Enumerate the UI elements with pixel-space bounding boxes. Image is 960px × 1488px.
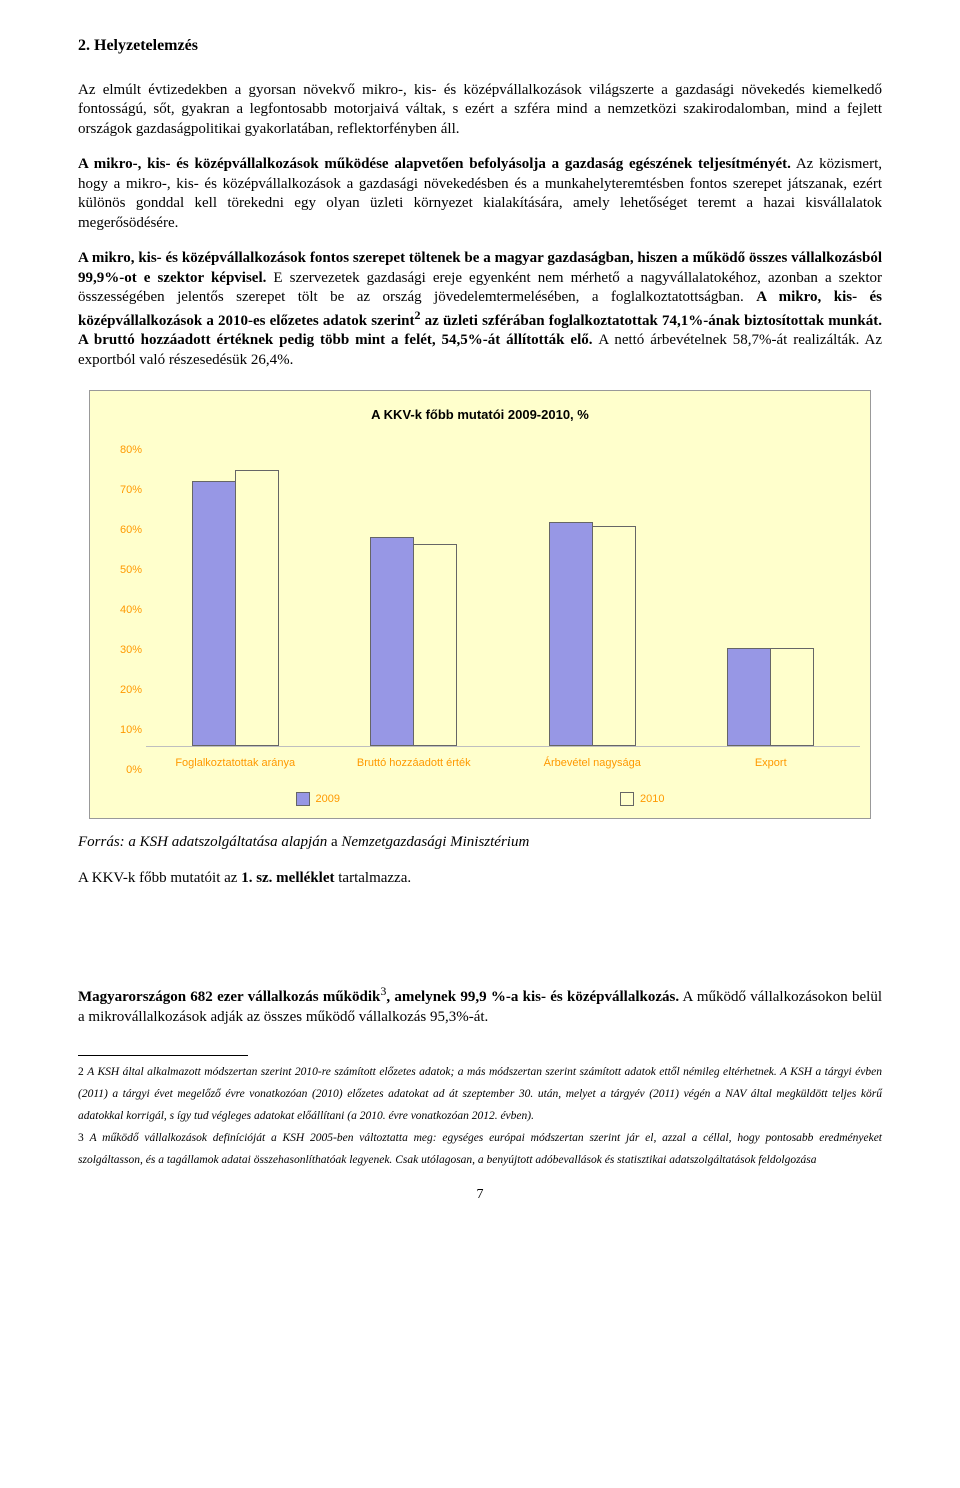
fn2-a: A KSH által alkalmazott módszertan szeri… xyxy=(87,1066,295,1078)
y-tick: 50% xyxy=(120,563,142,577)
y-axis: 80%70%60%50%40%30%20%10%0% xyxy=(100,450,146,770)
chart-grid: 80%70%60%50%40%30%20%10%0% Foglalkoztato… xyxy=(100,450,860,770)
p3-text-2: A nettó árbevételnek 58,7%-át realizáltá… xyxy=(598,332,864,348)
fn2-b: 2010 xyxy=(295,1066,318,1078)
y-tick: 0% xyxy=(126,763,142,777)
bar-group xyxy=(503,450,682,746)
legend-item-2010: 2010 xyxy=(620,792,664,806)
x-label: Export xyxy=(682,757,861,770)
fn2-d: előzetes adatok; a más módszertan szerin… xyxy=(379,1066,780,1078)
plot-wrap: Foglalkoztatottak arányaBruttó hozzáadot… xyxy=(146,450,860,770)
paragraph-3: A mikro, kis- és középvállalkozások font… xyxy=(78,249,882,370)
p2-bold: A mikro-, kis- és középvállalkozások műk… xyxy=(78,156,791,172)
fn2-num: 2 xyxy=(78,1066,87,1078)
page-number: 7 xyxy=(78,1186,882,1204)
legend: 2009 2010 xyxy=(100,792,860,806)
y-tick: 70% xyxy=(120,483,142,497)
y-tick: 40% xyxy=(120,603,142,617)
bar-2009 xyxy=(727,648,771,746)
footnote-3: 3 A működő vállalkozások definícióját a … xyxy=(78,1128,882,1172)
footnote-separator xyxy=(78,1055,248,1056)
fn3-b: Csak utólagosan, a benyújtott adóbevallá… xyxy=(395,1154,816,1166)
chart-title: A KKV-k főbb mutatói 2009-2010, % xyxy=(100,407,860,424)
p4-bold-1: Magyarországon 682 ezer vállalkozás műkö… xyxy=(78,989,380,1005)
paragraph-2: A mikro-, kis- és középvállalkozások műk… xyxy=(78,155,882,233)
p4-bold-2: , amelynek 99,9 %-a kis- és középvállalk… xyxy=(386,989,679,1005)
ac-c: tartalmazza. xyxy=(338,870,411,886)
x-label: Bruttó hozzáadott érték xyxy=(325,757,504,770)
bar-2010 xyxy=(413,544,457,746)
bar-2009 xyxy=(192,481,236,746)
after-chart-line: A KKV-k főbb mutatóit az 1. sz. mellékle… xyxy=(78,869,882,889)
fn3-num: 3 xyxy=(78,1132,90,1144)
plot-area xyxy=(146,450,860,747)
bar-2010 xyxy=(235,470,279,746)
bar-2009 xyxy=(549,522,593,746)
legend-swatch-a xyxy=(296,792,310,806)
bar-group xyxy=(682,450,861,746)
page: 2. Helyzetelemzés Az elmúlt évtizedekben… xyxy=(0,0,960,1228)
source-a: Forrás: a KSH adatszolgáltatása alapján xyxy=(78,834,331,850)
bar-2010 xyxy=(592,526,636,746)
chart-container: A KKV-k főbb mutatói 2009-2010, % 80% 70%… xyxy=(89,390,871,819)
source-b: a xyxy=(331,834,341,850)
chart-source: Forrás: a KSH adatszolgáltatása alapján … xyxy=(78,833,882,853)
paragraph-4: Magyarországon 682 ezer vállalkozás műkö… xyxy=(78,984,882,1027)
fn2-g: évre vonatkozóan 2012. évben). xyxy=(388,1110,534,1122)
legend-label-b: 2010 xyxy=(640,792,664,806)
ac-b: 1. sz. melléklet xyxy=(241,870,338,886)
source-c: Nemzetgazdasági Minisztérium xyxy=(341,834,529,850)
x-label: Árbevétel nagysága xyxy=(503,757,682,770)
ac-a: A KKV-k főbb mutatóit az xyxy=(78,870,241,886)
y-tick: 10% xyxy=(120,723,142,737)
x-label: Foglalkoztatottak aránya xyxy=(146,757,325,770)
y-tick: 20% xyxy=(120,683,142,697)
bar-group xyxy=(325,450,504,746)
paragraph-1: Az elmúlt évtizedekben a gyorsan növekvő… xyxy=(78,81,882,140)
bar-2009 xyxy=(370,537,414,746)
bar-group xyxy=(146,450,325,746)
footnote-2: 2 A KSH által alkalmazott módszertan sze… xyxy=(78,1062,882,1128)
x-axis: Foglalkoztatottak arányaBruttó hozzáadot… xyxy=(146,747,860,770)
y-tick: 80% xyxy=(120,443,142,457)
y-tick: 60% xyxy=(120,523,142,537)
legend-item-2009: 2009 xyxy=(296,792,340,806)
legend-label-a: 2009 xyxy=(316,792,340,806)
bar-2010 xyxy=(770,648,814,746)
fn2-c: -re számított xyxy=(318,1066,379,1078)
y-tick: 30% xyxy=(120,643,142,657)
legend-swatch-b xyxy=(620,792,634,806)
spacer xyxy=(78,904,882,984)
section-heading: 2. Helyzetelemzés xyxy=(78,36,882,57)
